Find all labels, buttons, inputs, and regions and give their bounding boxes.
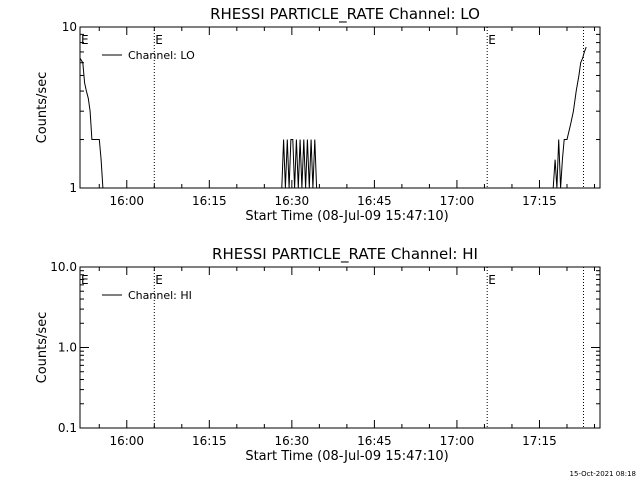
legend-label: Channel: LO bbox=[128, 49, 195, 62]
y-tick-label: 1 bbox=[69, 181, 77, 195]
x-tick-label: 17:00 bbox=[440, 434, 475, 448]
x-tick-label: 16:00 bbox=[109, 194, 144, 208]
event-marker-label: E bbox=[488, 33, 496, 47]
y-axis-label: Counts/sec bbox=[35, 312, 50, 384]
chart-title: RHESSI PARTICLE_RATE Channel: LO bbox=[210, 5, 480, 24]
chart-panel-1: RHESSI PARTICLE_RATE Channel: HI 16:00 16:… bbox=[35, 245, 601, 464]
footer-timestamp: 15-Oct-2021 08:18 bbox=[570, 470, 636, 478]
x-tick-label: 16:30 bbox=[275, 434, 310, 448]
y-tick-label: 10.0 bbox=[50, 260, 77, 274]
x-tick-label: 16:45 bbox=[357, 194, 392, 208]
event-marker-label: E bbox=[155, 273, 163, 287]
y-tick-label: 0.1 bbox=[58, 421, 77, 435]
x-tick-label: 17:15 bbox=[522, 434, 557, 448]
plot-frame bbox=[79, 26, 601, 189]
x-tick-label: 16:15 bbox=[192, 434, 227, 448]
x-tick-label: 16:00 bbox=[109, 434, 144, 448]
chart-title: RHESSI PARTICLE_RATE Channel: HI bbox=[212, 245, 478, 264]
event-marker-label: E bbox=[155, 33, 163, 47]
event-marker-label: E bbox=[488, 273, 496, 287]
edge-marker-label: E bbox=[81, 33, 89, 47]
y-tick-label: 1.0 bbox=[58, 341, 77, 355]
x-tick-label: 16:45 bbox=[357, 434, 392, 448]
x-tick-label: 17:00 bbox=[440, 194, 475, 208]
x-tick-label: 16:30 bbox=[275, 194, 310, 208]
x-tick-label: 17:15 bbox=[522, 194, 557, 208]
x-axis-label: Start Time (08-Jul-09 15:47:10) bbox=[245, 449, 448, 464]
y-tick-label: 10 bbox=[62, 20, 77, 34]
y-axis-label: Counts/sec bbox=[35, 72, 50, 144]
x-tick-label: 16:15 bbox=[192, 194, 227, 208]
series-line-0 bbox=[80, 46, 587, 188]
x-axis-label: Start Time (08-Jul-09 15:47:10) bbox=[245, 209, 448, 224]
legend-label: Channel: HI bbox=[128, 289, 192, 302]
edge-marker-label: E bbox=[81, 273, 89, 287]
chart-panel-0: RHESSI PARTICLE_RATE Channel: LO 16:00 16:… bbox=[35, 5, 601, 224]
